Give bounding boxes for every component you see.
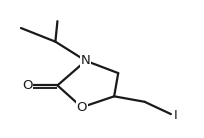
Text: O: O (22, 79, 32, 92)
Text: I: I (174, 109, 178, 122)
Text: O: O (76, 101, 87, 114)
Text: N: N (81, 54, 91, 67)
